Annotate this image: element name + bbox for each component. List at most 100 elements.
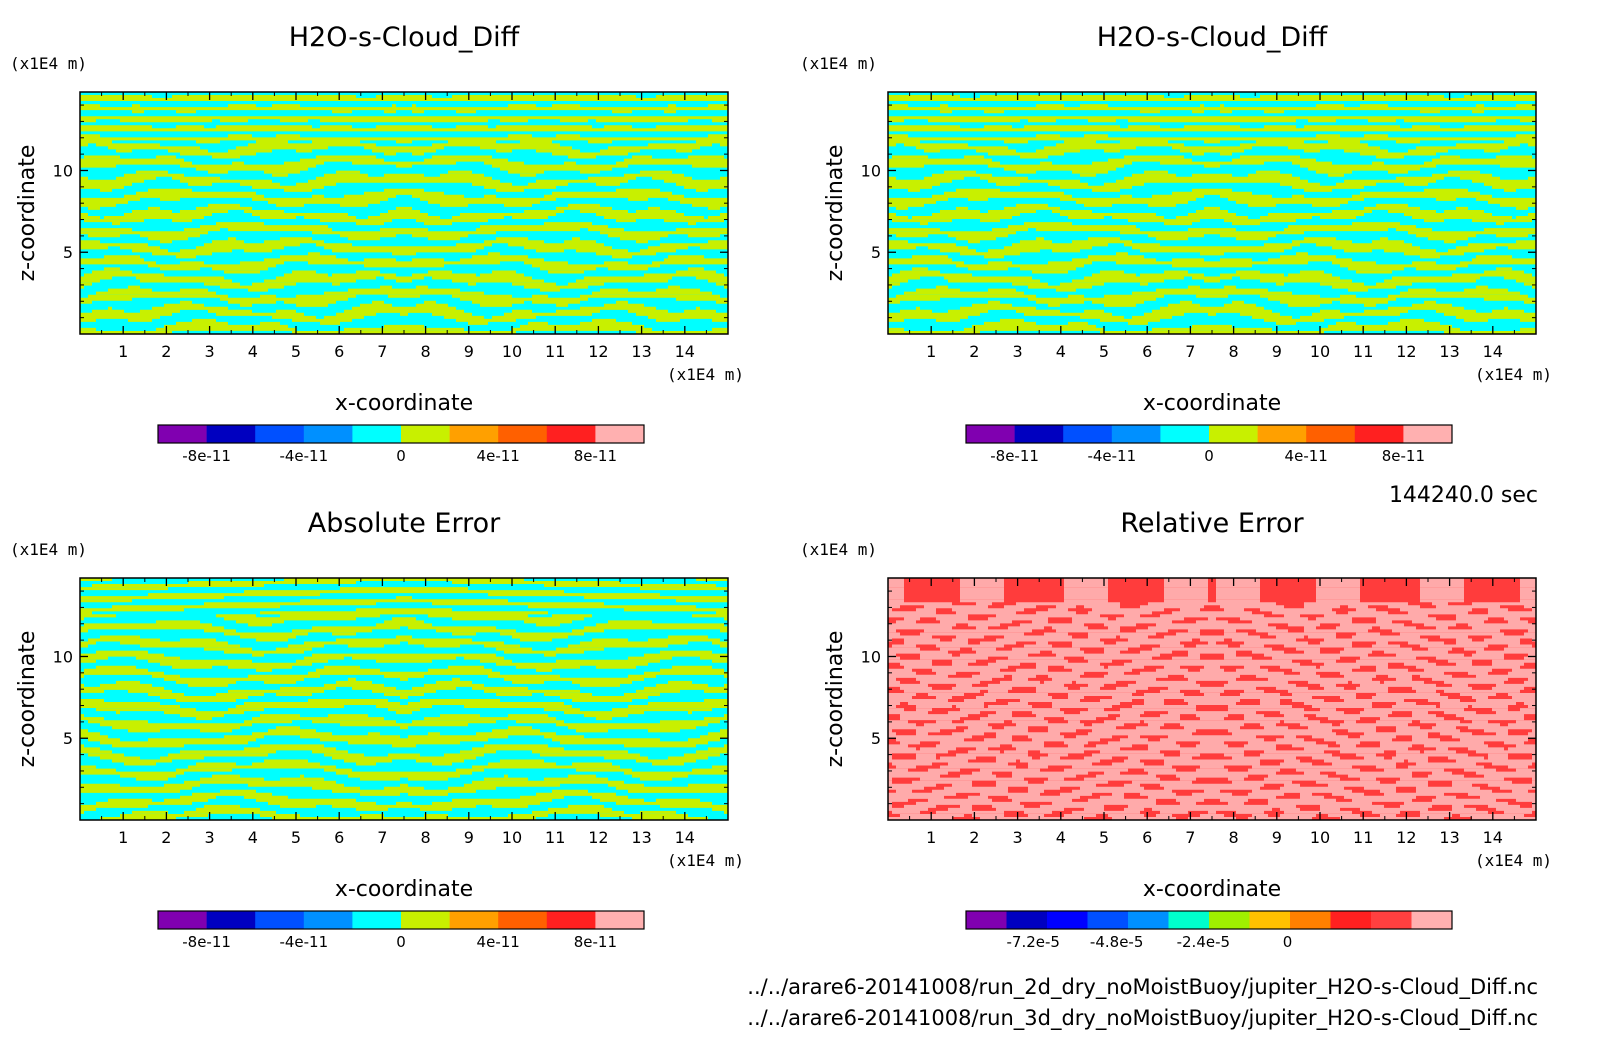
- colorbar-swatch: [1014, 425, 1064, 443]
- x-tick-label: 10: [1310, 342, 1330, 361]
- colorbar-swatch: [352, 911, 402, 929]
- colorbar: -8e-11 -4e-11 0 4e-11 8e-11: [157, 910, 645, 951]
- field-contour-fill: [888, 95, 1536, 334]
- y-tick-label: 5: [63, 243, 73, 262]
- colorbar-tick-label: -7.2e-5: [1007, 933, 1060, 951]
- x-tick-label: 9: [1272, 828, 1282, 847]
- heatmap-field: [80, 92, 728, 334]
- x-tick-label: 3: [205, 828, 215, 847]
- x-tick-label: 9: [464, 828, 474, 847]
- footer-file-path-1: ../../arare6-20141008/run_2d_dry_noMoist…: [747, 975, 1538, 1000]
- field-contour-fill: [80, 578, 728, 820]
- colorbar-tick-label: -8e-11: [990, 447, 1039, 465]
- x-tick-label: 4: [248, 828, 258, 847]
- x-tick-label: 5: [1099, 828, 1109, 847]
- x-tick-label: 11: [1353, 342, 1373, 361]
- x-tick-label: 11: [545, 828, 565, 847]
- colorbar-swatch: [1168, 911, 1210, 929]
- colorbar-frame: [157, 910, 645, 930]
- colorbar-swatch: [1257, 425, 1307, 443]
- y-ticks: 5 10: [53, 590, 728, 805]
- x-tick-label: 6: [334, 342, 344, 361]
- chart-title: Relative Error: [1120, 508, 1304, 539]
- x-tick-label: 8: [1229, 828, 1239, 847]
- x-tick-label: 10: [1310, 828, 1330, 847]
- y-tick-label: 5: [871, 243, 881, 262]
- x-tick-label: 5: [1099, 342, 1109, 361]
- colorbar-swatch: [595, 911, 645, 929]
- field-contour-fill: [80, 95, 728, 334]
- colorbar-swatch: [401, 911, 450, 929]
- colorbar-tick-label: -4e-11: [279, 447, 328, 465]
- colorbar-swatch: [303, 911, 353, 929]
- colorbar-tick-label: 0: [1204, 447, 1214, 465]
- x-tick-label: 4: [1056, 342, 1066, 361]
- colorbar-swatch: [255, 911, 305, 929]
- panel-top-right: H2O-s-Cloud_Diff (x1E4 m) 1 2 3 4 5 6 7 8 9 10 11 1…: [800, 22, 1552, 508]
- colorbar-swatch: [966, 911, 1007, 929]
- panel-top-left: H2O-s-Cloud_Diff (x1E4 m) 1 2 3 4 5 6 7 8 9 10 11 1…: [10, 22, 744, 465]
- colorbar-swatch: [1354, 425, 1404, 443]
- colorbar-tick-label: 4e-11: [1285, 447, 1328, 465]
- x-tick-label: 14: [675, 342, 695, 361]
- colorbar-tick-label: 4e-11: [477, 933, 520, 951]
- colorbar-swatch: [449, 911, 499, 929]
- x-tick-label: 3: [1013, 342, 1023, 361]
- colorbar-frame: [965, 424, 1453, 444]
- colorbar-swatch: [206, 425, 256, 443]
- colorbar-swatch: [1371, 911, 1412, 929]
- x-tick-label: 12: [588, 342, 608, 361]
- colorbar-tick-label: 8e-11: [1382, 447, 1425, 465]
- colorbar-swatch: [352, 425, 402, 443]
- colorbar-swatch: [1047, 911, 1088, 929]
- x-tick-label: 8: [421, 342, 431, 361]
- colorbar-swatch: [1403, 425, 1453, 443]
- y-tick-label: 10: [53, 161, 73, 180]
- colorbar-swatch: [1111, 425, 1161, 443]
- x-tick-label: 14: [1483, 828, 1503, 847]
- heatmap-field: [80, 578, 728, 820]
- colorbar-swatch: [595, 425, 645, 443]
- colorbar-frame: [157, 424, 645, 444]
- x-tick-label: 14: [675, 828, 695, 847]
- x-tick-label: 3: [205, 342, 215, 361]
- colorbar-tick-label: -8e-11: [182, 933, 231, 951]
- panel-bottom-left: Absolute Error (x1E4 m) 1 2 3 4 5 6 7 8 9 10 11 12 1…: [10, 508, 744, 951]
- colorbar-swatch: [303, 425, 353, 443]
- colorbar-swatch: [498, 425, 548, 443]
- y-tick-label: 10: [861, 647, 881, 666]
- colorbar-tick-label: -2.4e-5: [1177, 933, 1230, 951]
- x-tick-label: 12: [1396, 828, 1416, 847]
- y-unit-label: (x1E4 m): [800, 54, 877, 73]
- x-tick-label: 7: [1185, 342, 1195, 361]
- colorbar-tick-label: 8e-11: [574, 447, 617, 465]
- colorbar: -7.2e-5 -4.8e-5 -2.4e-5 0: [965, 910, 1453, 951]
- x-tick-label: 11: [1353, 828, 1373, 847]
- x-tick-label: 4: [1056, 828, 1066, 847]
- y-tick-label: 5: [871, 729, 881, 748]
- colorbar-swatch: [1249, 911, 1291, 929]
- x-tick-label: 10: [502, 342, 522, 361]
- x-tick-label: 10: [502, 828, 522, 847]
- colorbar-tick-label: 8e-11: [574, 933, 617, 951]
- colorbar-swatch: [1006, 911, 1048, 929]
- colorbar-swatch: [1330, 911, 1372, 929]
- colorbar-tick-label: -4e-11: [279, 933, 328, 951]
- y-unit-label: (x1E4 m): [10, 540, 87, 559]
- chart-title: Absolute Error: [308, 508, 501, 539]
- colorbar-tick-label: 0: [396, 933, 406, 951]
- x-tick-label: 6: [1142, 342, 1152, 361]
- x-tick-label: 7: [377, 342, 387, 361]
- time-label: 144240.0 sec: [1389, 483, 1538, 508]
- colorbar-swatch: [1087, 911, 1129, 929]
- x-tick-label: 5: [291, 342, 301, 361]
- colorbar-swatch: [1290, 911, 1331, 929]
- y-ticks: 5 10: [861, 590, 1536, 805]
- colorbar-swatch: [449, 425, 499, 443]
- x-unit-label: (x1E4 m): [667, 365, 744, 384]
- x-tick-label: 7: [1185, 828, 1195, 847]
- x-ticks: 1 2 3 4 5 6 7 8 9 10 11 12 13 14: [101, 92, 707, 361]
- footer-file-path-2: ../../arare6-20141008/run_3d_dry_noMoist…: [747, 1006, 1538, 1031]
- x-tick-label: 5: [291, 828, 301, 847]
